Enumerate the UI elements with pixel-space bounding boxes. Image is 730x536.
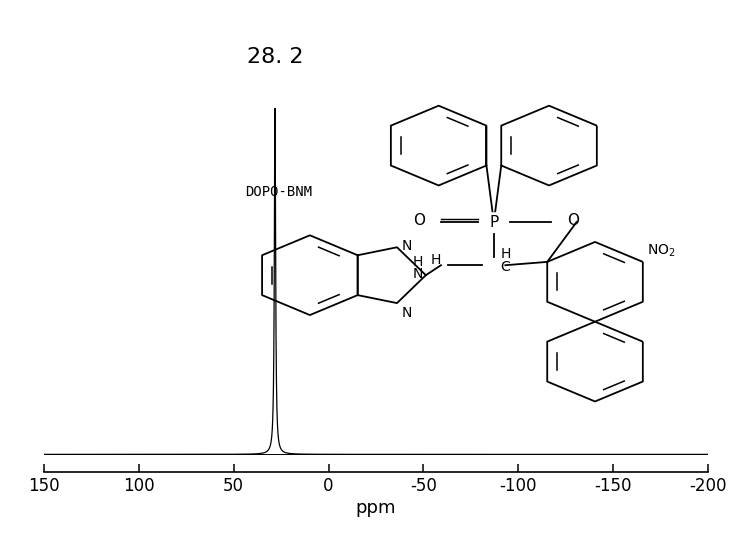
Text: H: H xyxy=(501,247,511,260)
Text: DOPO-BNM: DOPO-BNM xyxy=(245,185,312,199)
Text: O: O xyxy=(567,213,580,228)
X-axis label: ppm: ppm xyxy=(356,498,396,517)
Text: C: C xyxy=(501,260,510,274)
Text: O: O xyxy=(413,213,425,228)
Text: 28. 2: 28. 2 xyxy=(247,47,303,67)
Text: H: H xyxy=(431,253,441,267)
Text: N: N xyxy=(402,307,412,321)
Text: N: N xyxy=(402,239,412,252)
Text: N: N xyxy=(412,266,423,280)
Text: P: P xyxy=(489,214,499,229)
Text: H: H xyxy=(412,255,423,269)
Text: NO$_2$: NO$_2$ xyxy=(648,242,676,258)
